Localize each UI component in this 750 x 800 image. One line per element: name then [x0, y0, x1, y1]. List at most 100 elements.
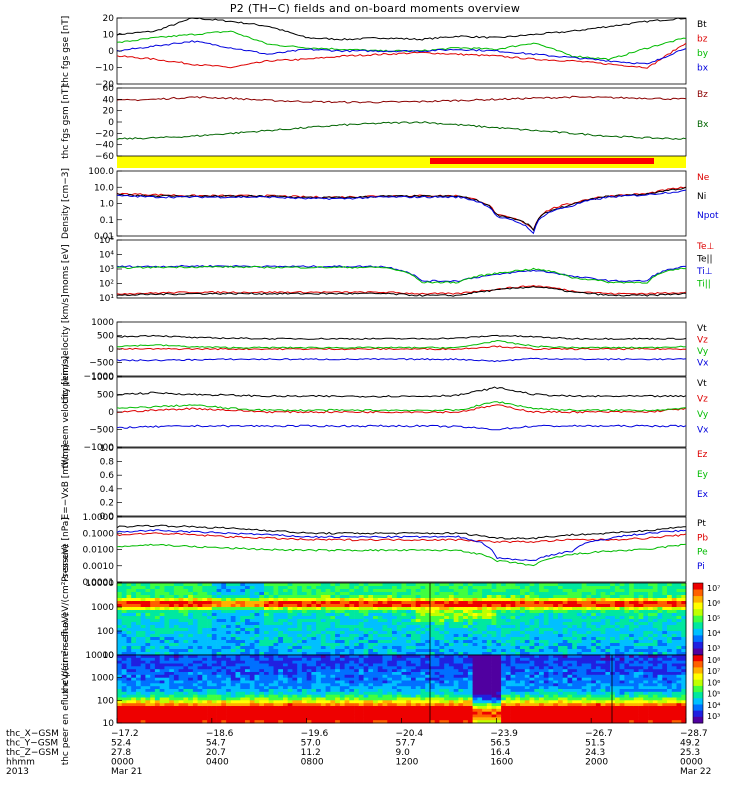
- heatmap-cell: [197, 637, 203, 641]
- heatmap-cell: [671, 643, 677, 647]
- heatmap-cell: [283, 708, 289, 712]
- heatmap-cell: [406, 711, 412, 715]
- heatmap-cell: [520, 583, 526, 587]
- heatmap-cell: [396, 595, 402, 599]
- heatmap-cell: [486, 708, 492, 712]
- heatmap-cell: [648, 595, 654, 599]
- heatmap-cell: [140, 703, 146, 707]
- heatmap-cell: [543, 628, 549, 632]
- heatmap-cell: [463, 666, 469, 670]
- heatmap-cell: [448, 607, 454, 611]
- heatmap-cell: [249, 613, 255, 617]
- heatmap-cell: [259, 694, 265, 698]
- heatmap-cell: [648, 586, 654, 590]
- heatmap-cell: [539, 598, 545, 602]
- heatmap-cell: [221, 666, 227, 670]
- heatmap-cell: [230, 703, 236, 707]
- heatmap-cell: [121, 657, 127, 661]
- heatmap-cell: [548, 634, 554, 638]
- heatmap-cell: [150, 583, 156, 587]
- heatmap-cell: [216, 683, 222, 687]
- heatmap-cell: [510, 586, 516, 590]
- heatmap-cell: [349, 601, 355, 605]
- heatmap-cell: [553, 622, 559, 626]
- heatmap-cell: [235, 706, 241, 710]
- heatmap-cell: [586, 646, 592, 650]
- heatmap-cell: [448, 691, 454, 695]
- heatmap-cell: [268, 589, 274, 593]
- heatmap-cell: [482, 714, 488, 718]
- heatmap-cell: [335, 720, 341, 724]
- heatmap-cell: [259, 711, 265, 715]
- heatmap-cell: [411, 697, 417, 701]
- heatmap-cell: [486, 691, 492, 695]
- heatmap-cell: [429, 717, 435, 721]
- heatmap-cell: [676, 598, 682, 602]
- heatmap-cell: [439, 689, 445, 693]
- heatmap-cell: [202, 583, 208, 587]
- heatmap-cell: [197, 652, 203, 656]
- heatmap-cell: [197, 592, 203, 596]
- heatmap-cell: [548, 616, 554, 620]
- heatmap-cell: [278, 619, 284, 623]
- heatmap-cell: [562, 586, 568, 590]
- heatmap-cell: [339, 640, 345, 644]
- heatmap-cell: [197, 706, 203, 710]
- heatmap-cell: [183, 631, 189, 635]
- heatmap-cell: [230, 677, 236, 681]
- heatmap-cell: [358, 672, 364, 676]
- heatmap-cell: [349, 631, 355, 635]
- heatmap-cell: [249, 631, 255, 635]
- heatmap-cell: [211, 669, 217, 673]
- heatmap-cell: [401, 669, 407, 673]
- legend-label: by: [697, 49, 709, 59]
- heatmap-cell: [581, 589, 587, 593]
- heatmap-cell: [126, 669, 132, 673]
- heatmap-cell: [292, 655, 298, 659]
- heatmap-cell: [183, 672, 189, 676]
- heatmap-cell: [520, 586, 526, 590]
- heatmap-cell: [159, 604, 165, 608]
- heatmap-cell: [301, 683, 307, 687]
- heatmap-cell: [150, 601, 156, 605]
- heatmap-cell: [453, 700, 459, 704]
- heatmap-cell: [643, 607, 649, 611]
- heatmap-cell: [667, 640, 673, 644]
- heatmap-cell: [429, 700, 435, 704]
- heatmap-cell: [444, 583, 450, 587]
- heatmap-cell: [240, 607, 246, 611]
- heatmap-cell: [254, 655, 260, 659]
- heatmap-cell: [202, 625, 208, 629]
- heatmap-cell: [216, 619, 222, 623]
- heatmap-cell: [638, 643, 644, 647]
- heatmap-cell: [230, 691, 236, 695]
- heatmap-cell: [619, 610, 625, 614]
- heatmap-cell: [339, 628, 345, 632]
- heatmap-cell: [131, 598, 137, 602]
- heatmap-cell: [316, 689, 322, 693]
- heatmap-cell: [121, 637, 127, 641]
- heatmap-cell: [482, 637, 488, 641]
- heatmap-cell: [567, 640, 573, 644]
- heatmap-cell: [117, 604, 123, 608]
- heatmap-cell: [335, 652, 341, 656]
- heatmap-cell: [463, 592, 469, 596]
- legend-label: Te||: [696, 255, 713, 265]
- heatmap-cell: [373, 689, 379, 693]
- heatmap-cell: [202, 649, 208, 653]
- heatmap-cell: [439, 706, 445, 710]
- heatmap-cell: [150, 700, 156, 704]
- heatmap-cell: [411, 598, 417, 602]
- heatmap-cell: [197, 720, 203, 724]
- heatmap-cell: [211, 655, 217, 659]
- heatmap-cell: [619, 589, 625, 593]
- heatmap-cell: [344, 610, 350, 614]
- heatmap-cell: [344, 680, 350, 684]
- heatmap-cell: [429, 652, 435, 656]
- heatmap-cell: [510, 595, 516, 599]
- heatmap-cell: [164, 700, 170, 704]
- heatmap-cell: [273, 663, 279, 667]
- heatmap-cell: [548, 622, 554, 626]
- heatmap-cell: [117, 610, 123, 614]
- heatmap-cell: [325, 660, 331, 664]
